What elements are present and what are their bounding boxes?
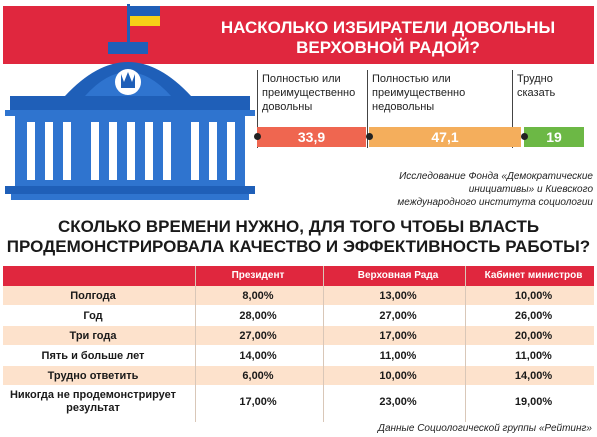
banner-title: НАСКОЛЬКО ИЗБИРАТЕЛИ ДОВОЛЬНЫ ВЕРХОВНОЙ … (220, 18, 556, 57)
col-header-president: Президент (231, 270, 285, 281)
table-cell: 17,00% (239, 396, 277, 408)
row-label: Никогда не продемонстрирует результат (9, 389, 177, 414)
table-cell: 8,00% (242, 290, 274, 302)
table-cell: 23,00% (379, 396, 417, 408)
table-cell: 11,00% (379, 350, 417, 362)
row-label: Три года (69, 330, 117, 342)
survey-source: Исследование Фонда «Демократические иниц… (397, 171, 593, 208)
table-cell: 17,00% (379, 330, 417, 342)
table-cell: 27,00% (239, 330, 277, 342)
table-body: Полгода 8,00% 13,00% 10,00% Год 28,00% 27,00% 2… (3, 286, 594, 419)
table-row: Пять и больше лет 14,00% 11,00% 11,00% (3, 346, 594, 366)
sat-label-dissatisfied: Полностью или преимущественно недовольны (372, 73, 466, 113)
table-title: СКОЛЬКО ВРЕМЕНИ НУЖНО, ДЛЯ ТОГО ЧТОБЫ ВЛ… (6, 217, 591, 256)
table-cell: 28,00% (239, 310, 277, 322)
column-separator (465, 266, 466, 422)
segment-marker-dot (366, 133, 373, 140)
sat-divider (512, 70, 513, 148)
sat-label-satisfied: Полностью или преимущественно довольны (262, 73, 356, 113)
table-cell: 13,00% (379, 290, 417, 302)
row-label: Пять и больше лет (41, 350, 145, 362)
results-table: Президент Верховная Рада Кабинет министр… (3, 266, 594, 419)
parliament-building-icon (5, 4, 255, 200)
table-row: Трудно ответить 6,00% 10,00% 14,00% (3, 366, 594, 386)
row-label: Полгода (70, 290, 116, 302)
sat-label-undecided: Трудно сказать (517, 73, 556, 99)
table-row: Никогда не продемонстрирует результат 17,… (3, 386, 594, 419)
table-source: Данные Социологической группы «Рейтинг» (377, 423, 592, 434)
table-row: Три года 27,00% 17,00% 20,00% (3, 326, 594, 346)
row-label: Трудно ответить (47, 370, 139, 382)
table-cell: 11,00% (515, 350, 552, 362)
column-separator (195, 266, 196, 422)
segment-marker-dot (521, 133, 528, 140)
sat-bar-satisfied: 33,9 (257, 127, 366, 147)
table-cell: 19,00% (514, 396, 553, 408)
row-label: Год (83, 310, 103, 322)
col-header-cabinet: Кабинет министров (484, 270, 583, 281)
table-row: Год 28,00% 27,00% 26,00% (3, 306, 594, 326)
table-row: Полгода 8,00% 13,00% 10,00% (3, 286, 594, 306)
table-header: Президент Верховная Рада Кабинет министр… (3, 266, 594, 286)
sat-bar-dissatisfied: 47,1 (369, 127, 521, 147)
table-cell: 14,00% (514, 370, 553, 382)
table-cell: 14,00% (239, 350, 277, 362)
col-header-rada: Верховная Рада (357, 270, 439, 281)
table-cell: 27,00% (379, 310, 417, 322)
sat-divider (257, 70, 258, 148)
table-cell: 20,00% (514, 330, 553, 342)
sat-bar-undecided: 19 (524, 127, 584, 147)
table-cell: 26,00% (514, 310, 553, 322)
table-cell: 10,00% (514, 290, 553, 302)
segment-marker-dot (254, 133, 261, 140)
sat-divider (367, 70, 368, 148)
table-cell: 6,00% (242, 370, 274, 382)
table-cell: 10,00% (379, 370, 417, 382)
column-separator (323, 266, 324, 422)
title-banner: НАСКОЛЬКО ИЗБИРАТЕЛИ ДОВОЛЬНЫ ВЕРХОВНОЙ … (3, 6, 594, 64)
